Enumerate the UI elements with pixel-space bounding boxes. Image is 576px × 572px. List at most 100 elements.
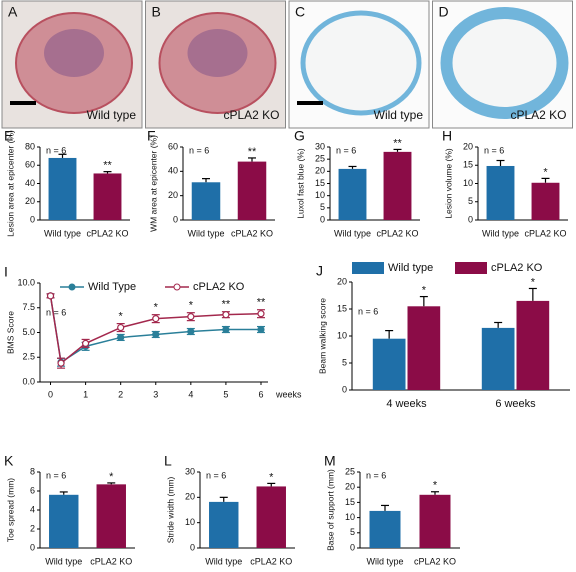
n-label: n = 6 [484, 145, 504, 155]
panel-letter: M [324, 453, 336, 469]
gray-matter [44, 29, 104, 77]
panel-letter: C [295, 4, 305, 20]
point [117, 333, 125, 342]
y-tick-label: 5 [342, 357, 347, 367]
y-tick-label: 0.0 [22, 376, 35, 386]
bar [48, 157, 77, 220]
y-axis-label: Beam walking score [317, 298, 327, 374]
panel-letter: J [316, 263, 323, 279]
bar [407, 306, 441, 390]
x-tick-label: Wild type [366, 556, 403, 566]
y-tick-label: 15 [315, 178, 325, 188]
x-tick-label: Wild type [45, 556, 82, 566]
bar [481, 327, 515, 390]
y-tick-label: 25 [315, 154, 325, 164]
panel-letter: G [294, 128, 305, 144]
y-tick-label: 20 [345, 482, 355, 492]
image-label: Wild type [374, 108, 424, 122]
y-tick-label: 0 [320, 214, 325, 224]
y-tick-label: 0 [190, 542, 195, 552]
y-axis-label: Base of support (mm) [325, 469, 335, 551]
y-tick-label: 5 [468, 196, 473, 206]
n-label: n = 6 [189, 145, 209, 155]
significance-label: ** [257, 297, 266, 309]
y-tick-label: 10 [337, 330, 347, 340]
legend-label: Wild type [388, 262, 433, 274]
y-tick-label: 20 [315, 166, 325, 176]
point [46, 292, 55, 300]
significance-label: * [269, 471, 274, 483]
y-tick-label: 60 [168, 141, 178, 151]
y-tick-label: 6 [30, 485, 35, 495]
bar [93, 173, 122, 220]
y-tick-label: 5 [350, 527, 355, 537]
y-tick-label: 10.0 [17, 277, 35, 287]
significance-label: ** [103, 160, 112, 172]
significance-label: * [109, 471, 114, 483]
y-tick-label: 25 [345, 466, 355, 476]
y-tick-label: 15 [337, 303, 347, 313]
panel-letter: L [164, 453, 172, 469]
x-tick-label: 4 [188, 389, 193, 399]
tissue-section [440, 7, 569, 119]
image-label: cPLA2 KO [510, 108, 566, 122]
bar [516, 300, 550, 390]
y-tick-label: 0 [468, 214, 473, 224]
x-tick-label: 5 [223, 389, 228, 399]
bar [383, 151, 412, 220]
y-axis-label: Stride width (mm) [165, 477, 175, 544]
panel-letter: B [152, 4, 161, 20]
point [222, 325, 230, 334]
bar [191, 182, 221, 220]
y-tick-label: 7.5 [22, 302, 35, 312]
y-tick-label: 2.5 [22, 352, 35, 362]
bar [96, 484, 126, 548]
x-tick-label: Wild type [187, 228, 224, 238]
significance-label: * [433, 480, 438, 492]
bar [372, 338, 406, 390]
image-label: cPLA2 KO [223, 108, 279, 122]
y-tick-label: 2 [30, 523, 35, 533]
n-label: n = 6 [358, 306, 378, 316]
panel-letter: H [442, 128, 452, 144]
y-tick-label: 20 [25, 196, 35, 206]
scale-bar [297, 101, 323, 105]
y-tick-label: 10 [345, 512, 355, 522]
significance-label: * [154, 302, 159, 314]
x-tick-label: Wild type [44, 228, 81, 238]
point [257, 325, 265, 334]
y-tick-label: 5.0 [22, 327, 35, 337]
y-tick-label: 8 [30, 466, 35, 476]
significance-label: * [189, 300, 194, 312]
y-tick-label: 20 [168, 190, 178, 200]
legend-marker [68, 283, 76, 291]
y-tick-label: 10 [185, 517, 195, 527]
y-tick-label: 15 [463, 160, 473, 170]
x-tick-label: Wild type [205, 556, 242, 566]
panel-letter: E [4, 128, 13, 144]
significance-label: ** [222, 299, 231, 311]
point [187, 327, 195, 336]
y-tick-label: 10 [463, 178, 473, 188]
point [117, 323, 125, 332]
y-tick-label: 30 [315, 141, 325, 151]
x-tick-label: Wild type [334, 228, 371, 238]
n-label: n = 6 [336, 145, 356, 155]
x-tick-label: 1 [83, 389, 88, 399]
x-tick-label: Wild type [482, 228, 519, 238]
x-tick-label: cPLA2 KO [250, 556, 292, 566]
x-tick-label: 6 weeks [495, 398, 536, 410]
y-tick-label: 40 [25, 178, 35, 188]
significance-label: * [543, 166, 548, 178]
significance-label: * [422, 284, 427, 296]
y-tick-label: 40 [168, 166, 178, 176]
gray-matter [187, 29, 248, 77]
n-label: n = 6 [46, 307, 66, 317]
point [57, 359, 65, 367]
x-tick-label: 6 [258, 389, 263, 399]
bar [369, 510, 401, 548]
n-label: n = 6 [46, 145, 66, 155]
y-tick-label: 15 [345, 497, 355, 507]
bar [49, 494, 79, 548]
x-tick-label: cPLA2 KO [231, 228, 273, 238]
